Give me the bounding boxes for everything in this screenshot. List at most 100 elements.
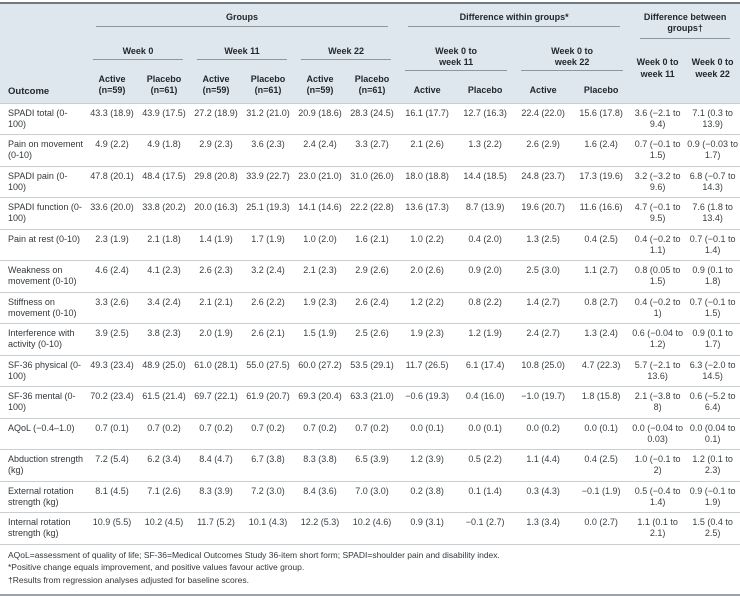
value-cell: 33.8 (20.2) (138, 197, 190, 229)
col-header-placebo-w11: Placebo (n=61) (242, 71, 294, 103)
value-cell: −0.1 (1.9) (572, 480, 631, 513)
value-cell: 1.4 (1.9) (190, 228, 242, 261)
colhead-row: Active (n=59) Placebo (n=61) Active (n=5… (0, 71, 740, 103)
value-cell: 0.0 (2.7) (572, 512, 631, 545)
value-cell: 0.4 (2.5) (572, 228, 631, 261)
week-0-label: Week 0 (93, 45, 183, 60)
outcome-label: SF-36 physical (0-100) (0, 354, 86, 387)
value-cell: 2.6 (2.2) (242, 291, 294, 324)
ci-value-cell: 0.9 (−0.03 to 1.7) (685, 134, 740, 166)
outcome-label: Pain on movement (0-10) (0, 134, 86, 166)
value-cell: 19.6 (20.7) (514, 197, 573, 229)
value-cell: 1.3 (2.2) (456, 134, 515, 166)
table-row: SPADI function (0-100) 33.6 (20.0) 33.8 (2… (0, 197, 740, 229)
value-cell: 31.0 (26.0) (346, 165, 399, 198)
value-cell: 7.2 (3.0) (242, 480, 294, 513)
value-cell: 11.7 (5.2) (190, 512, 242, 545)
value-cell: 2.9 (2.6) (346, 260, 399, 292)
value-cell: 1.2 (1.9) (456, 323, 515, 355)
value-cell: 7.1 (2.6) (138, 480, 190, 513)
value-cell: 0.7 (0.2) (346, 417, 399, 450)
outcome-label: External rotation strength (kg) (0, 480, 86, 513)
table-header: Outcome Groups Difference within groups*… (0, 4, 740, 103)
value-cell: 0.4 (2.0) (456, 228, 515, 261)
value-cell: 33.6 (20.0) (86, 197, 138, 229)
value-cell: 14.1 (14.6) (294, 197, 346, 229)
value-cell: 2.4 (2.7) (514, 323, 573, 355)
spanner-row: Outcome Groups Difference within groups*… (0, 4, 740, 103)
value-cell: 0.7 (0.1) (86, 417, 138, 450)
value-cell: 3.2 (2.4) (242, 260, 294, 292)
value-cell: 1.7 (1.9) (242, 228, 294, 261)
value-cell: 53.5 (29.1) (346, 354, 399, 387)
week-row: Week 0 Week 11 Week 22 Week 0 to week 11… (0, 38, 740, 103)
ci-value-cell: 2.1 (−3.8 to 8) (630, 386, 686, 418)
table-row: External rotation strength (kg) 8.1 (4.5)… (0, 480, 740, 513)
spanner-groups-label: Groups (96, 11, 389, 28)
value-cell: 1.0 (2.2) (398, 228, 457, 261)
value-cell: 6.1 (17.4) (456, 354, 515, 387)
value-cell: 2.6 (2.1) (242, 323, 294, 355)
table-row: SF-36 physical (0-100) 49.3 (23.4) 48.9 (2… (0, 354, 740, 387)
value-cell: 0.1 (1.4) (456, 480, 515, 513)
footnote-dagger: †Results from regression analyses adjust… (8, 575, 249, 585)
value-cell: 1.6 (2.1) (346, 228, 399, 261)
value-cell: 48.4 (17.5) (138, 165, 190, 198)
ci-value-cell: 1.5 (0.4 to 2.5) (685, 512, 740, 545)
outcome-label: Internal rotation strength (kg) (0, 512, 86, 545)
value-cell: 70.2 (23.4) (86, 386, 138, 418)
value-cell: 6.2 (3.4) (138, 449, 190, 481)
ci-value-cell: 0.4 (−0.2 to 1) (630, 291, 686, 324)
value-cell: 61.5 (21.4) (138, 386, 190, 418)
outcome-label: Pain at rest (0-10) (0, 228, 86, 261)
value-cell: 4.9 (2.2) (86, 134, 138, 166)
value-cell: 2.9 (2.3) (190, 134, 242, 166)
value-cell: 1.9 (2.3) (398, 323, 457, 355)
outcome-label: SPADI pain (0-100) (0, 165, 86, 198)
value-cell: 12.2 (5.3) (294, 512, 346, 545)
table-row: Weakness on movement (0-10) 4.6 (2.4) 4.1 … (0, 260, 740, 292)
value-cell: 0.7 (0.2) (190, 417, 242, 450)
outcome-label: SPADI total (0-100) (0, 102, 86, 135)
col-header-placebo-diff22: Placebo (572, 71, 631, 103)
value-cell: 7.0 (3.0) (346, 480, 399, 513)
week-0-to-22-within-label: Week 0 to week 22 (551, 45, 593, 67)
value-cell: 43.3 (18.9) (86, 102, 138, 135)
outcomes-table: Outcome Groups Difference within groups*… (0, 4, 740, 545)
value-cell: 2.1 (1.8) (138, 228, 190, 261)
value-cell: 15.6 (17.8) (572, 102, 631, 135)
value-cell: 8.4 (4.7) (190, 449, 242, 481)
ci-value-cell: 5.7 (−2.1 to 13.6) (630, 354, 686, 387)
value-cell: 3.9 (2.5) (86, 323, 138, 355)
outcome-column-header: Outcome (0, 4, 86, 103)
spanner-difference-within: Difference within groups* (398, 4, 631, 39)
value-cell: 6.5 (3.9) (346, 449, 399, 481)
table-body: SPADI total (0-100) 43.3 (18.9) 43.9 (17.5… (0, 102, 740, 545)
value-cell: 1.3 (3.4) (514, 512, 573, 545)
outcome-label: SPADI function (0-100) (0, 197, 86, 229)
ci-value-cell: 7.6 (1.8 to 13.4) (685, 197, 740, 229)
value-cell: −0.6 (19.3) (398, 386, 457, 418)
value-cell: 55.0 (27.5) (242, 354, 294, 387)
col-header-active-diff22: Active (514, 71, 573, 103)
value-cell: 2.3 (1.9) (86, 228, 138, 261)
value-cell: 0.0 (0.1) (572, 417, 631, 450)
value-cell: 8.3 (3.8) (294, 449, 346, 481)
value-cell: 2.4 (2.4) (294, 134, 346, 166)
value-cell: −1.0 (19.7) (514, 386, 573, 418)
value-cell: 63.3 (21.0) (346, 386, 399, 418)
value-cell: 3.3 (2.6) (86, 291, 138, 324)
ci-value-cell: 1.0 (−0.1 to 2) (630, 449, 686, 481)
ci-value-cell: 0.7 (−0.1 to 1.5) (685, 291, 740, 324)
col-header-active-w11: Active (n=59) (190, 71, 242, 103)
value-cell: 2.5 (3.0) (514, 260, 573, 292)
value-cell: 0.9 (3.1) (398, 512, 457, 545)
table-row: Internal rotation strength (kg) 10.9 (5.5… (0, 512, 740, 545)
value-cell: 6.7 (3.8) (242, 449, 294, 481)
value-cell: 2.5 (2.6) (346, 323, 399, 355)
ci-value-cell: 0.9 (0.1 to 1.7) (685, 323, 740, 355)
value-cell: 0.4 (16.0) (456, 386, 515, 418)
value-cell: 8.4 (3.6) (294, 480, 346, 513)
value-cell: −0.1 (2.7) (456, 512, 515, 545)
outcome-label: Weakness on movement (0-10) (0, 260, 86, 292)
